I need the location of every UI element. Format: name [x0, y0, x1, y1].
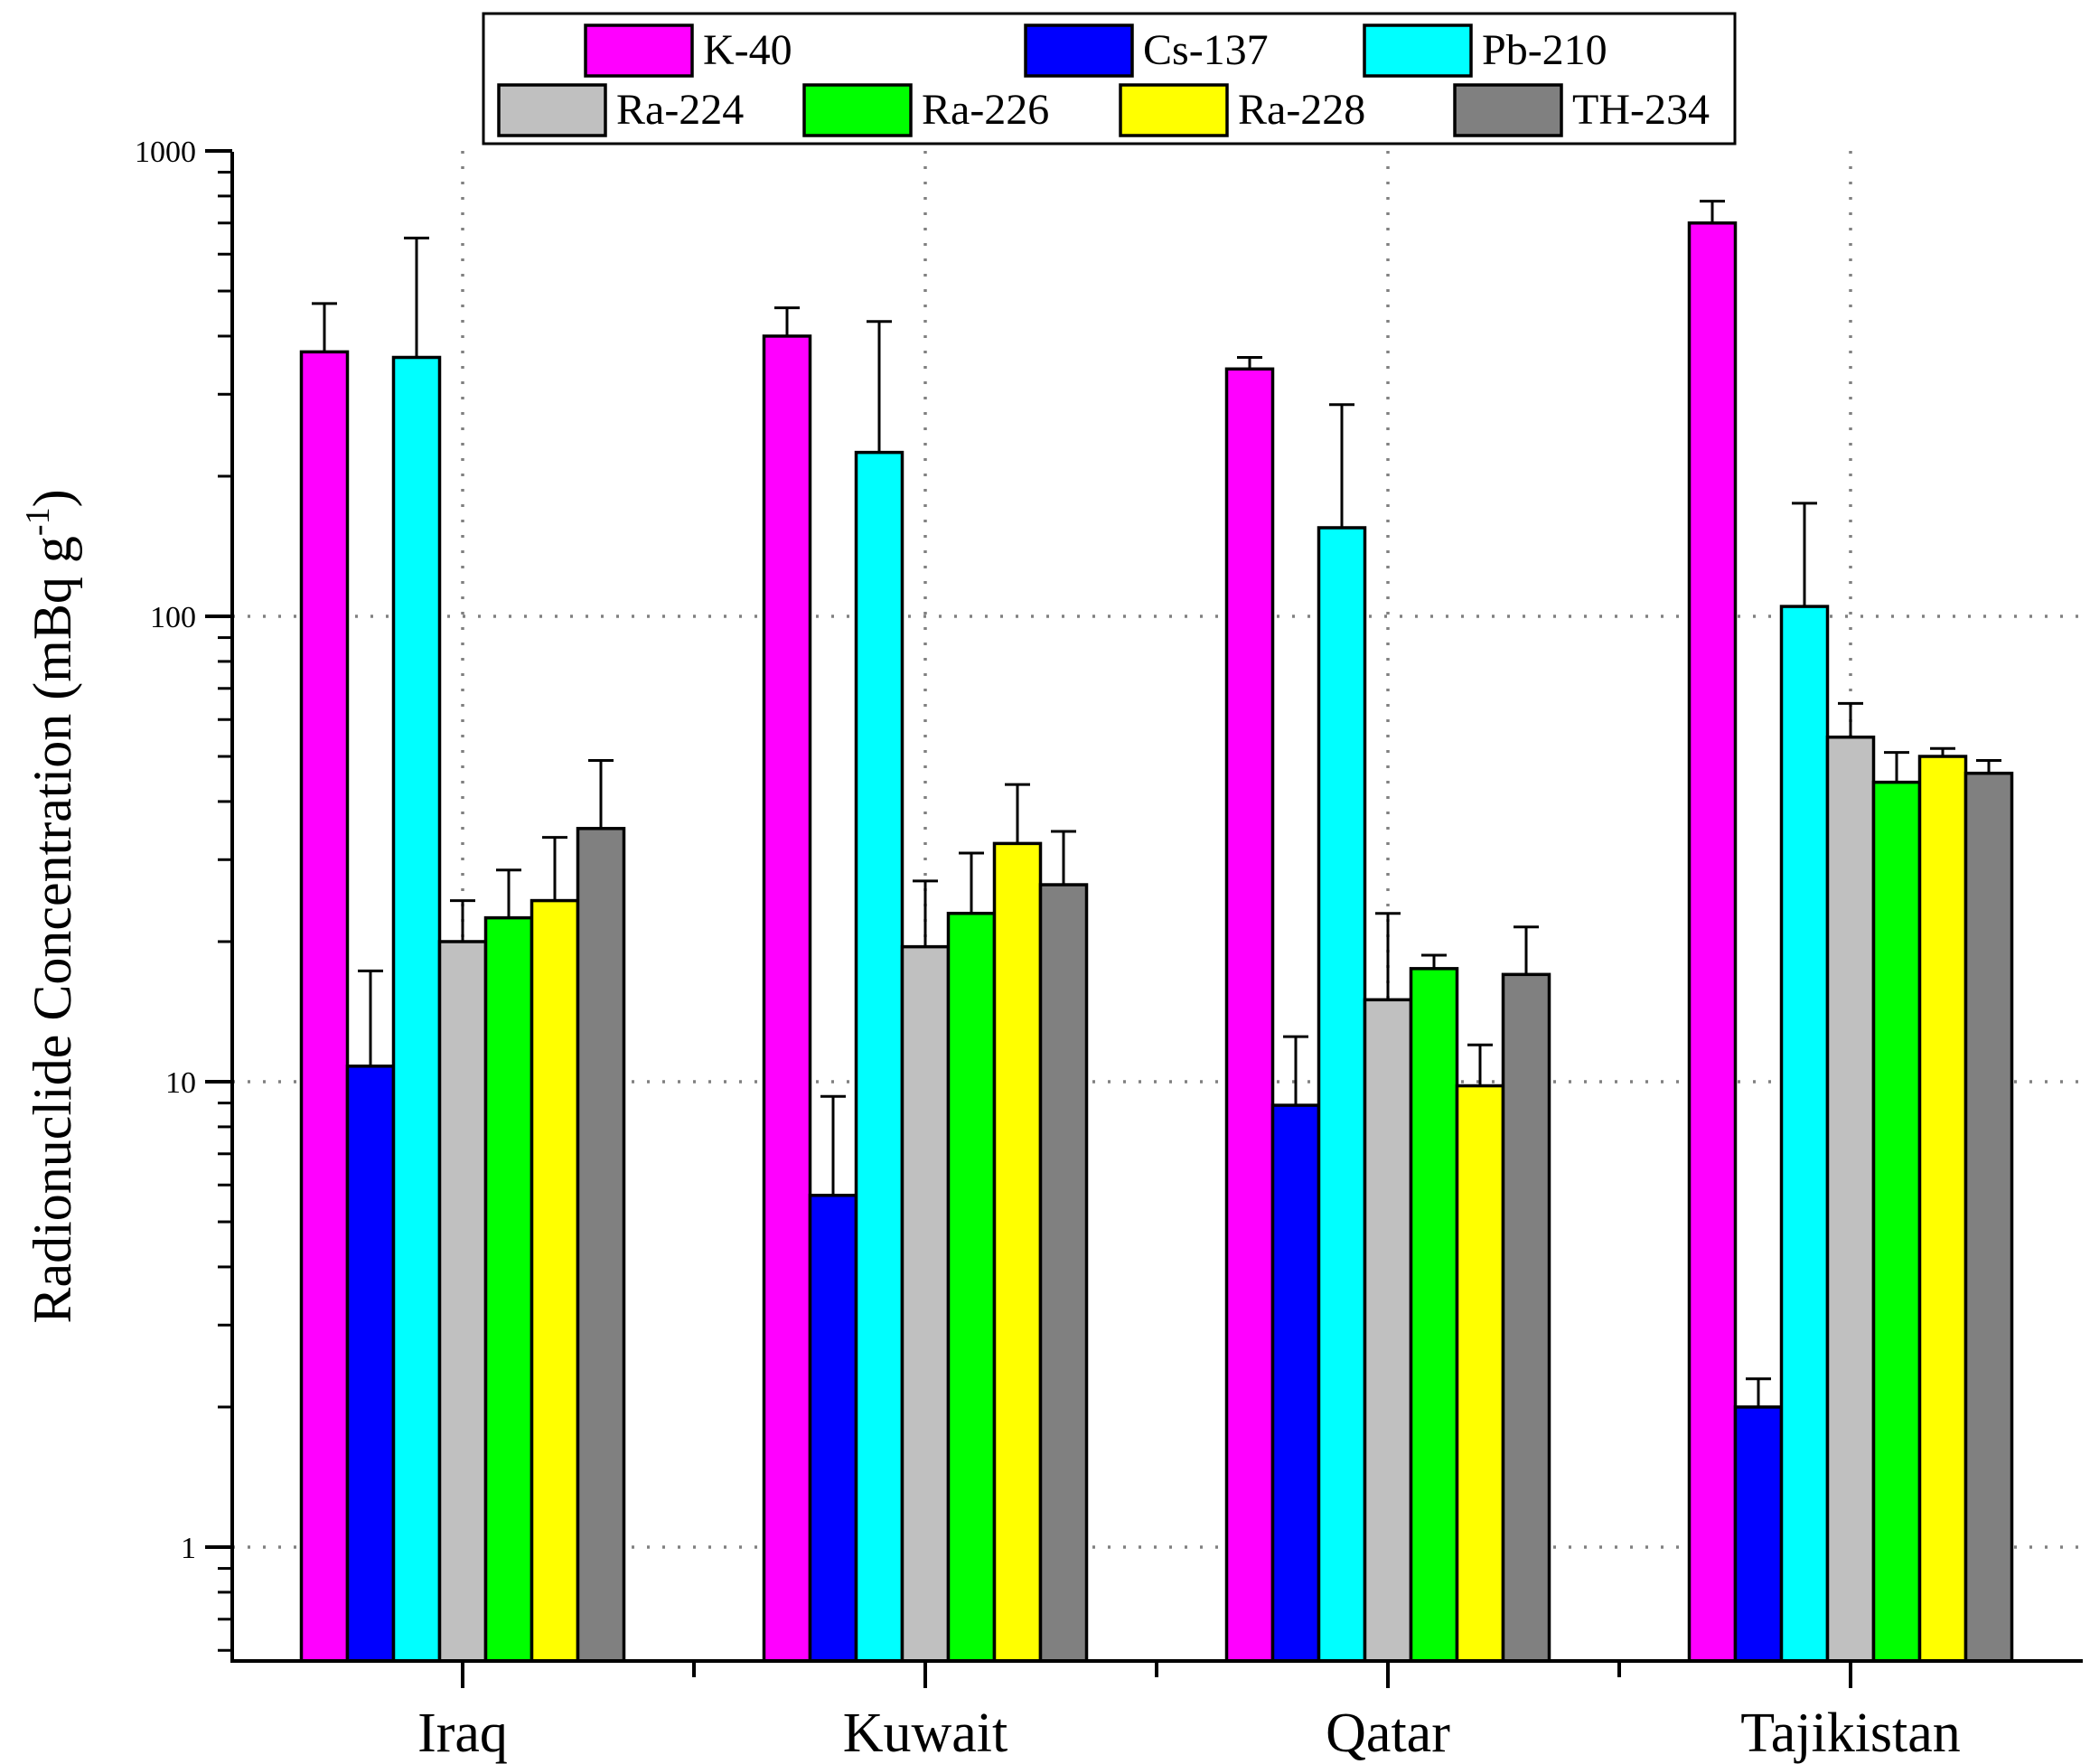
legend: K-40 Cs-137 Pb-210 Ra-224 Ra-226 Ra-228 TH-234 [482, 12, 1737, 145]
bar-pb-210-qatar [1317, 526, 1367, 1663]
y-axis-title-close: ) [23, 489, 82, 507]
y-tick-label: 1 [181, 1532, 196, 1565]
bar-ra-226-tajikistan [1871, 780, 1922, 1663]
bar-ra-228-kuwait [992, 841, 1043, 1663]
legend-swatch-ra-228 [1119, 83, 1229, 137]
bar-cs-137-qatar [1270, 1103, 1321, 1663]
legend-swatch-pb-210 [1363, 23, 1473, 78]
ticks [205, 149, 1852, 1688]
bar-pb-210-iraq [391, 355, 442, 1663]
x-tick-label: Kuwait [843, 1703, 1008, 1764]
bar-cs-137-iraq [345, 1065, 396, 1663]
bar-ra-228-tajikistan [1917, 755, 1968, 1663]
legend-label-cs-137: Cs-137 [1143, 26, 1269, 74]
bar-pb-210-kuwait [854, 450, 904, 1663]
legend-label-k-40: K-40 [703, 26, 792, 74]
y-tick-label: 1000 [135, 136, 196, 169]
bar-k-40-iraq [299, 350, 350, 1663]
y-axis-title-main: Radionuclide Concentration (mBq g [23, 536, 82, 1324]
bar-cs-137-tajikistan [1733, 1405, 1784, 1663]
y-axis-title-superscript: -1 [19, 507, 57, 536]
bar-ra-224-qatar [1363, 998, 1413, 1663]
x-tick-label: Iraq [417, 1703, 508, 1764]
tick-labels: Iraq Kuwait Qatar Tajikistan 1 10 100 1000 [135, 136, 1961, 1764]
x-tick-label: Tajikistan [1740, 1703, 1961, 1764]
bar-ra-228-iraq [530, 898, 580, 1663]
legend-label-pb-210: Pb-210 [1482, 26, 1607, 74]
legend-swatch-k-40 [584, 23, 694, 78]
legend-swatch-cs-137 [1024, 23, 1134, 78]
bar-ra-226-qatar [1409, 967, 1459, 1663]
bars [299, 200, 2014, 1663]
legend-swatch-ra-224 [497, 83, 607, 137]
legend-label-th-234: TH-234 [1572, 86, 1710, 134]
bar-cs-137-kuwait [808, 1193, 858, 1663]
y-tick-label: 100 [150, 601, 196, 634]
legend-label-ra-228: Ra-228 [1238, 86, 1365, 134]
y-axis-title: Radionuclide Concentration (mBq g-1) [19, 489, 82, 1323]
bar-ra-224-kuwait [900, 944, 951, 1663]
legend-label-ra-224: Ra-224 [616, 86, 744, 134]
y-tick-label: 10 [165, 1066, 196, 1100]
bar-th-234-qatar [1501, 972, 1551, 1663]
bar-th-234-kuwait [1038, 883, 1089, 1663]
legend-label-ra-226: Ra-226 [922, 86, 1049, 134]
bar-ra-228-qatar [1455, 1084, 1505, 1663]
bar-ra-224-tajikistan [1825, 735, 1876, 1663]
bar-k-40-tajikistan [1687, 221, 1738, 1663]
legend-swatch-ra-226 [802, 83, 913, 137]
legend-swatch-th-234 [1453, 83, 1563, 137]
x-tick-label: Qatar [1326, 1703, 1450, 1764]
bar-th-234-tajikistan [1963, 771, 2014, 1663]
bar-ra-226-iraq [483, 915, 534, 1663]
bar-th-234-iraq [576, 827, 626, 1663]
bar-ra-224-iraq [437, 940, 488, 1663]
bar-k-40-qatar [1224, 367, 1275, 1663]
bar-k-40-kuwait [762, 334, 812, 1663]
bar-pb-210-tajikistan [1779, 605, 1830, 1663]
bar-ra-226-kuwait [946, 911, 997, 1663]
